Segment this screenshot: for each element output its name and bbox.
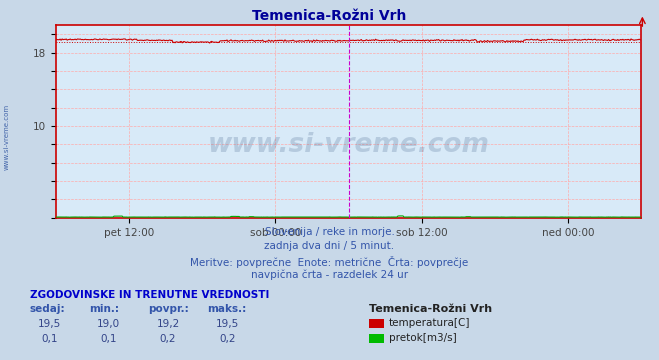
Text: 19,0: 19,0 (97, 319, 121, 329)
Text: navpična črta - razdelek 24 ur: navpična črta - razdelek 24 ur (251, 270, 408, 280)
Text: pretok[m3/s]: pretok[m3/s] (389, 333, 457, 343)
Text: 0,1: 0,1 (100, 334, 117, 344)
Text: povpr.:: povpr.: (148, 304, 189, 314)
Text: www.si-vreme.com: www.si-vreme.com (3, 104, 10, 170)
Text: www.si-vreme.com: www.si-vreme.com (208, 132, 490, 158)
Text: 0,1: 0,1 (41, 334, 58, 344)
Text: 0,2: 0,2 (219, 334, 236, 344)
Text: temperatura[C]: temperatura[C] (389, 318, 471, 328)
Text: ZGODOVINSKE IN TRENUTNE VREDNOSTI: ZGODOVINSKE IN TRENUTNE VREDNOSTI (30, 290, 269, 300)
Text: maks.:: maks.: (208, 304, 247, 314)
Text: 0,2: 0,2 (159, 334, 177, 344)
Text: 19,2: 19,2 (156, 319, 180, 329)
Text: Temenica-Rožni Vrh: Temenica-Rožni Vrh (369, 304, 492, 314)
Text: Slovenija / reke in morje.: Slovenija / reke in morje. (264, 227, 395, 237)
Text: 19,5: 19,5 (215, 319, 239, 329)
Text: zadnja dva dni / 5 minut.: zadnja dva dni / 5 minut. (264, 241, 395, 251)
Text: min.:: min.: (89, 304, 119, 314)
Text: Meritve: povprečne  Enote: metrične  Črta: povprečje: Meritve: povprečne Enote: metrične Črta:… (190, 256, 469, 267)
Text: Temenica-Rožni Vrh: Temenica-Rožni Vrh (252, 9, 407, 23)
Text: 19,5: 19,5 (38, 319, 61, 329)
Text: sedaj:: sedaj: (30, 304, 65, 314)
